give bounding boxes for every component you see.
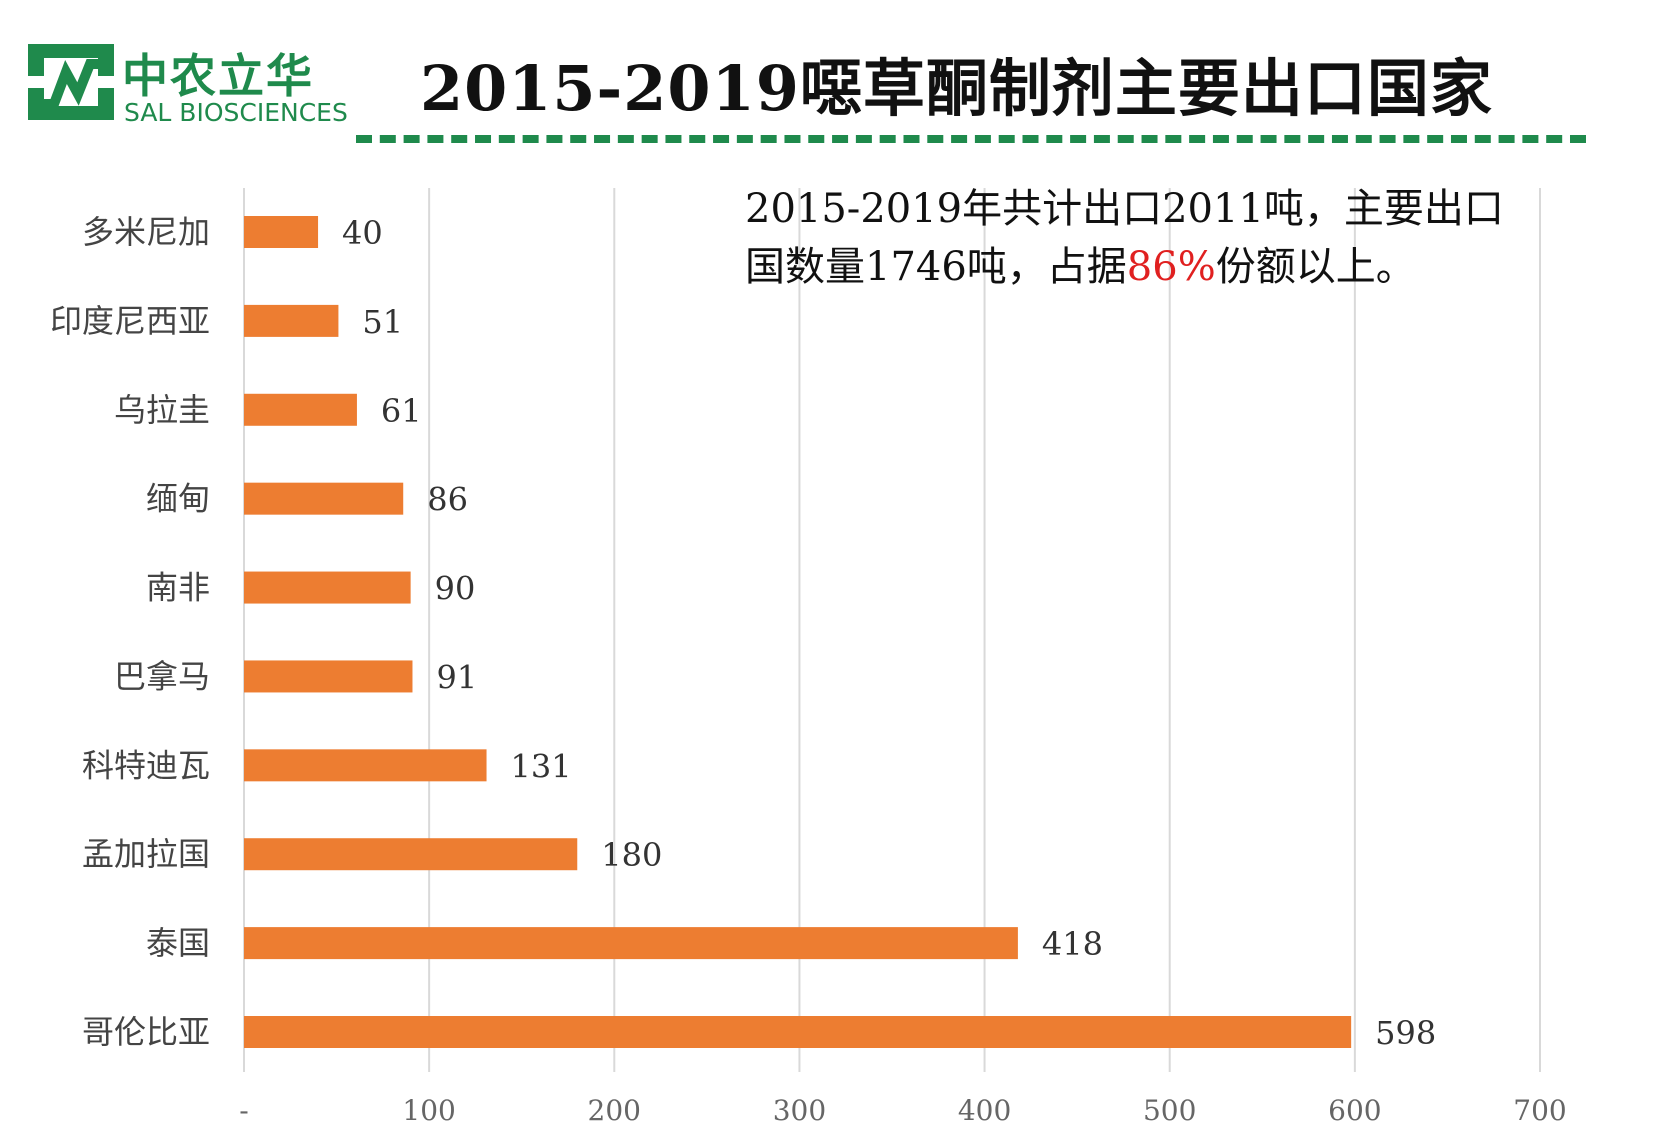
value-label: 91: [436, 658, 477, 696]
x-tick-label: 700: [1513, 1094, 1566, 1127]
bar: [244, 660, 413, 693]
category-label: 乌拉圭: [114, 391, 210, 429]
annotation-text: 2015-2019年共计出口2011吨，主要出口 国数量1746吨，占据86%份…: [745, 180, 1545, 296]
bar: [244, 571, 411, 604]
annotation-line-2-post: 份额以上。: [1215, 244, 1416, 290]
value-label: 598: [1375, 1014, 1436, 1052]
bar: [244, 216, 319, 248]
annotation-line-2-pre: 国数量1746吨，占据: [745, 244, 1127, 290]
category-label: 多米尼加: [82, 213, 210, 251]
x-tick-label: 600: [1328, 1094, 1381, 1127]
category-label: 泰国: [146, 924, 210, 962]
value-label: 86: [427, 481, 468, 519]
x-tick-label: 500: [1143, 1094, 1196, 1127]
company-logo: 中农立华 SAL BIOSCIENCES: [26, 40, 356, 130]
sal-logo-icon: [26, 44, 118, 120]
value-label: 131: [511, 747, 572, 785]
bar: [244, 838, 578, 871]
category-label: 科特迪瓦: [82, 746, 210, 784]
chart-value-labels: 40 51 61 86 90 91 131 180 418 598: [342, 214, 1436, 1052]
chart-x-tick-labels: - 100 200 300 400 500 600 700: [239, 1094, 1566, 1127]
value-label: 418: [1042, 925, 1103, 963]
x-tick-label: 200: [588, 1094, 641, 1127]
annotation-line-1: 2015-2019年共计出口2011吨，主要出口: [745, 186, 1504, 232]
bar: [244, 482, 404, 515]
x-tick-label: 400: [958, 1094, 1011, 1127]
x-tick-label: 300: [773, 1094, 826, 1127]
bar: [244, 1016, 1352, 1048]
category-label: 印度尼西亚: [50, 302, 210, 340]
logo-name-cn: 中农立华: [122, 49, 314, 103]
annotation-line-2: 国数量1746吨，占据86%份额以上。: [745, 238, 1545, 296]
x-tick-label: -: [239, 1094, 248, 1127]
value-label: 40: [342, 214, 383, 252]
value-label: 61: [381, 392, 422, 430]
title-divider: [356, 135, 1586, 143]
annotation-highlight: 86%: [1126, 244, 1216, 290]
logo-name-en: SAL BIOSCIENCES: [124, 98, 348, 127]
category-label: 南非: [146, 569, 210, 607]
category-label: 孟加拉国: [82, 835, 210, 873]
bar: [244, 304, 339, 337]
category-label: 巴拿马: [114, 657, 210, 695]
value-label: 90: [435, 570, 476, 608]
x-tick-label: 100: [402, 1094, 455, 1127]
chart-bars: [244, 216, 1352, 1048]
category-label: 缅甸: [146, 480, 210, 518]
category-label: 哥伦比亚: [82, 1013, 210, 1051]
chart-gridlines: [243, 188, 1541, 1072]
page-title: 2015-2019噁草酮制剂主要出口国家: [420, 52, 1493, 125]
bar: [244, 749, 487, 782]
value-label: 180: [601, 836, 662, 874]
bar: [244, 393, 357, 426]
bar: [244, 927, 1018, 960]
value-label: 51: [362, 303, 403, 341]
